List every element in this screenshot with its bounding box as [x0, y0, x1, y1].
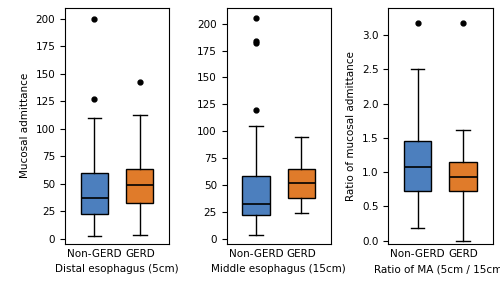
PathPatch shape — [81, 173, 108, 214]
PathPatch shape — [288, 169, 315, 198]
PathPatch shape — [242, 176, 270, 215]
PathPatch shape — [126, 169, 154, 203]
PathPatch shape — [404, 141, 431, 191]
PathPatch shape — [450, 162, 476, 191]
X-axis label: Distal esophagus (5cm): Distal esophagus (5cm) — [56, 264, 179, 274]
X-axis label: Middle esophagus (15cm): Middle esophagus (15cm) — [212, 264, 346, 274]
Y-axis label: Ratio of mucosal admittance: Ratio of mucosal admittance — [346, 51, 356, 201]
Y-axis label: Mucosal admittance: Mucosal admittance — [20, 73, 30, 178]
X-axis label: Ratio of MA (5cm / 15cm): Ratio of MA (5cm / 15cm) — [374, 264, 500, 274]
